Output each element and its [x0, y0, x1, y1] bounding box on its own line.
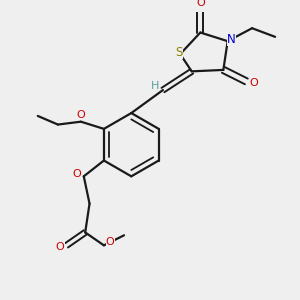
Text: S: S	[175, 46, 182, 59]
Text: O: O	[196, 0, 205, 8]
Text: O: O	[106, 237, 115, 247]
Text: O: O	[56, 242, 64, 252]
Text: H: H	[151, 81, 159, 91]
Text: O: O	[72, 169, 81, 179]
Text: O: O	[249, 78, 258, 88]
Text: O: O	[76, 110, 85, 120]
Text: N: N	[227, 33, 236, 46]
